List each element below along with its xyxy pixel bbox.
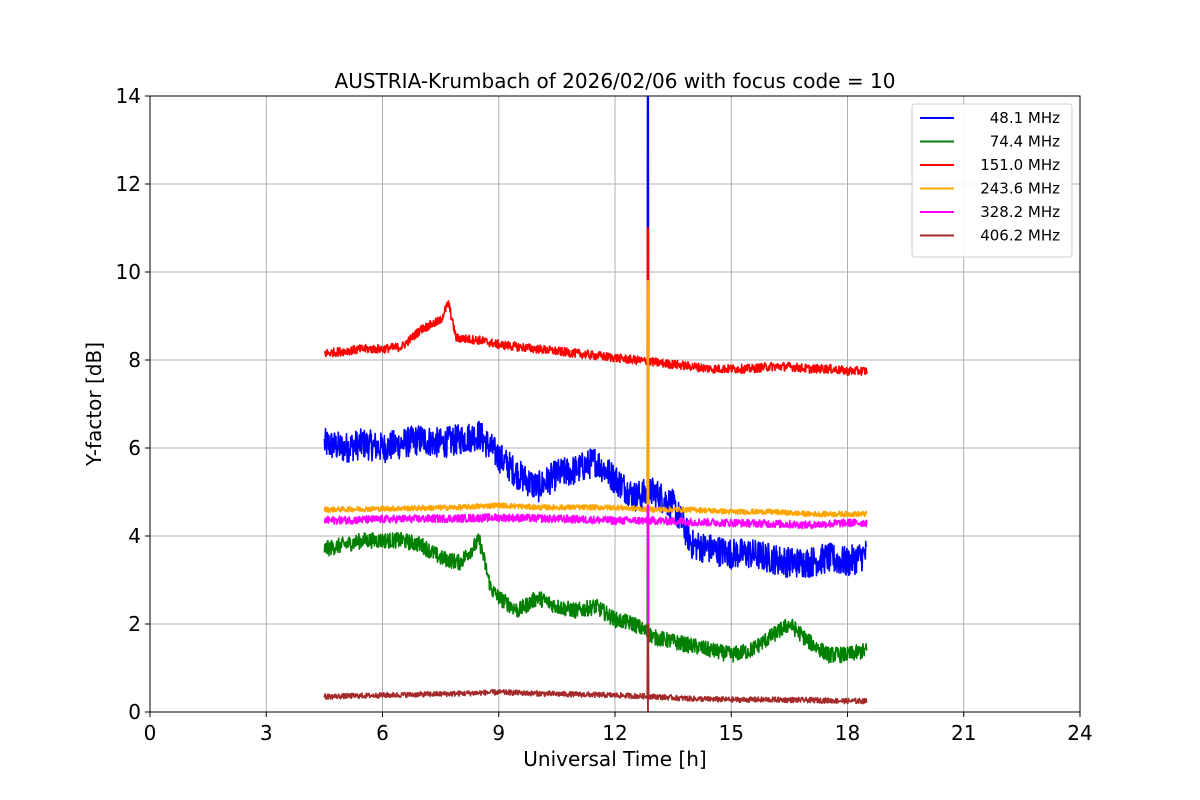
x-axis: 0 3 6 9 12 15 18 21 24	[144, 712, 1093, 745]
y-tick-label: 10	[116, 260, 141, 284]
y-tick-label: 8	[128, 348, 141, 372]
series-line-48-1-mhz	[323, 96, 868, 712]
y-tick-label: 6	[128, 436, 141, 460]
x-tick-label: 9	[492, 721, 505, 745]
y-axis: 0 2 4 6 8 10 12 14	[116, 84, 150, 724]
x-tick-label: 6	[376, 721, 389, 745]
legend-label: 74.4 MHz	[990, 133, 1060, 151]
y-tick-label: 14	[116, 84, 141, 108]
x-tick-label: 3	[260, 721, 273, 745]
x-tick-label: 24	[1067, 721, 1092, 745]
series-line-328-2-mhz	[323, 504, 868, 712]
x-tick-label: 12	[602, 721, 627, 745]
legend: 48.1 MHz 74.4 MHz 151.0 MHz 243.6 MHz 328.2…	[911, 103, 1073, 258]
legend-label: 48.1 MHz	[990, 109, 1060, 127]
series-line-243-6-mhz	[323, 279, 868, 712]
legend-label: 243.6 MHz	[980, 180, 1060, 198]
x-tick-label: 15	[719, 721, 744, 745]
series-line-74-4-mhz	[323, 416, 868, 712]
chart-title: AUSTRIA-Krumbach of 2026/02/06 with focu…	[335, 69, 896, 93]
series-line-406-2-mhz	[323, 623, 868, 712]
y-tick-label: 2	[128, 612, 141, 636]
x-tick-label: 21	[951, 721, 976, 745]
x-tick-label: 0	[144, 721, 157, 745]
series-line-151-0-mhz	[323, 227, 868, 712]
x-tick-label: 18	[835, 721, 860, 745]
y-axis-title: Y-factor [dB]	[82, 342, 106, 467]
legend-label: 151.0 MHz	[980, 156, 1060, 174]
legend-label: 328.2 MHz	[980, 203, 1060, 221]
legend-label: 406.2 MHz	[980, 227, 1060, 245]
y-tick-label: 12	[116, 172, 141, 196]
x-axis-title: Universal Time [h]	[523, 747, 706, 771]
y-tick-label: 4	[128, 524, 141, 548]
series-layer	[323, 96, 868, 712]
y-tick-label: 0	[128, 700, 141, 724]
